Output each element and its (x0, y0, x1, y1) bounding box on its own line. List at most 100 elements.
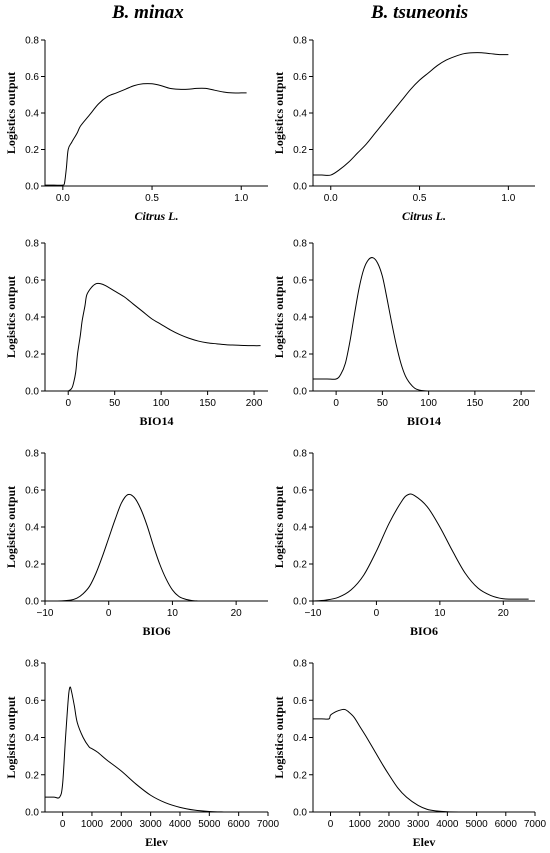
y-tick-label: 0.2 (293, 770, 307, 781)
x-axis-label: Citrus L. (402, 209, 446, 223)
y-tick-label: 0.8 (293, 239, 307, 250)
x-tick-label: 7000 (257, 819, 280, 830)
x-tick-label: 50 (377, 398, 389, 409)
y-tick-label: 0.2 (293, 560, 307, 571)
response-curve (312, 493, 529, 602)
x-tick-label: 0 (106, 608, 112, 619)
y-tick-label: 0.4 (293, 313, 307, 324)
response-curve (45, 686, 225, 813)
x-tick-label: 5000 (465, 819, 488, 830)
x-tick-label: 20 (498, 608, 510, 619)
y-tick-label: 0.4 (293, 733, 307, 744)
y-tick-label: 0.4 (293, 109, 307, 120)
y-axis-label: Logistics output (4, 72, 18, 154)
y-tick-label: 0.6 (293, 72, 307, 83)
x-axis-label: Elev (413, 835, 436, 849)
y-tick-label: 0.8 (25, 659, 39, 670)
y-tick-label: 0.2 (25, 145, 39, 156)
x-tick-label: 3000 (140, 819, 163, 830)
response-curve (312, 708, 462, 813)
x-tick-label: 50 (109, 398, 121, 409)
x-tick-label: 0 (65, 398, 71, 409)
x-tick-label: 0 (60, 819, 66, 830)
y-tick-label: 0.0 (25, 808, 39, 819)
y-tick-label: 0.2 (25, 770, 39, 781)
y-tick-label: 0.6 (293, 276, 307, 287)
x-tick-label: −10 (305, 608, 322, 619)
x-tick-label: 5000 (198, 819, 221, 830)
y-axis-label: Logistics output (4, 696, 18, 778)
y-tick-label: 0.0 (293, 808, 307, 819)
x-tick-label: 1000 (81, 819, 104, 830)
x-tick-label: 6000 (495, 819, 518, 830)
y-tick-label: 0.8 (25, 239, 39, 250)
chart-panel-2: 0.0 0.2 0.4 0.6 0.8 0 50 100 150 200 Logistics out… (4, 239, 268, 428)
column-title-b-minax: B. minax (112, 2, 184, 23)
y-axis-label: Logistics output (272, 486, 286, 568)
x-tick-label: 20 (231, 608, 243, 619)
x-tick-label: 2000 (378, 819, 401, 830)
y-tick-label: 0.2 (293, 350, 307, 361)
x-tick-label: 3000 (407, 819, 430, 830)
chart-panel-4: 0.0 0.2 0.4 0.6 0.8 −10 0 10 20 Logistics output B… (4, 449, 268, 638)
chart-panel-7: 0.0 0.2 0.4 0.6 0.8 0 1000 2000 3000 4000 5000 6000… (272, 659, 547, 850)
response-curve (312, 52, 509, 176)
x-tick-label: 0.5 (145, 193, 159, 204)
x-axis-label: BIO14 (407, 414, 441, 428)
y-tick-label: 0.8 (293, 659, 307, 670)
x-tick-label: 10 (434, 608, 446, 619)
y-tick-label: 0.2 (25, 560, 39, 571)
x-tick-label: 1.0 (234, 193, 248, 204)
y-tick-label: 0.2 (25, 350, 39, 361)
x-axis-label: Citrus L. (134, 209, 178, 223)
x-tick-label: 6000 (228, 819, 251, 830)
x-tick-label: 1000 (349, 819, 372, 830)
y-tick-label: 0.4 (25, 313, 39, 324)
column-title-b-tsuneonis: B. tsuneonis (371, 2, 469, 23)
y-axis-label: Logistics output (272, 696, 286, 778)
y-tick-label: 0.8 (293, 36, 307, 47)
x-tick-label: 4000 (436, 819, 459, 830)
y-tick-label: 0.0 (293, 597, 307, 608)
response-curve (67, 282, 261, 392)
y-tick-label: 0.6 (293, 486, 307, 497)
y-tick-label: 0.0 (25, 182, 39, 193)
y-tick-label: 0.8 (25, 449, 39, 460)
y-tick-label: 0.2 (293, 145, 307, 156)
x-tick-label: 0.0 (324, 193, 338, 204)
chart-panel-1: 0.0 0.2 0.4 0.6 0.8 0.0 0.5 1.0 Logistics output… (272, 36, 535, 223)
x-axis-label: BIO6 (142, 624, 170, 638)
x-tick-label: 4000 (169, 819, 192, 830)
chart-panel-6: 0.0 0.2 0.4 0.6 0.8 0 1000 2000 3000 4000 5000 6000… (4, 659, 280, 850)
x-tick-label: 100 (420, 398, 437, 409)
y-axis-label: Logistics output (4, 486, 18, 568)
chart-panel-5: 0.0 0.2 0.4 0.6 0.8 −10 0 10 20 Logistics output B… (272, 449, 535, 638)
y-tick-label: 0.6 (25, 276, 39, 287)
x-tick-label: 150 (467, 398, 484, 409)
response-curve (44, 493, 198, 602)
y-tick-label: 0.6 (25, 486, 39, 497)
y-tick-label: 0.6 (293, 696, 307, 707)
x-tick-label: 2000 (110, 819, 133, 830)
y-tick-label: 0.8 (25, 36, 39, 47)
chart-panel-3: 0.0 0.2 0.4 0.6 0.8 0 50 100 150 200 Logistics out… (272, 239, 535, 428)
response-curve (45, 83, 247, 186)
y-tick-label: 0.0 (25, 387, 39, 398)
y-tick-label: 0.4 (25, 109, 39, 120)
x-tick-label: 0 (374, 608, 380, 619)
x-tick-label: 1.0 (501, 193, 515, 204)
x-tick-label: 0.5 (413, 193, 427, 204)
y-axis-label: Logistics output (4, 276, 18, 358)
x-tick-label: 200 (513, 398, 530, 409)
y-tick-label: 0.0 (293, 182, 307, 193)
x-tick-label: −10 (37, 608, 54, 619)
y-tick-label: 0.6 (25, 72, 39, 83)
response-curve (313, 257, 429, 392)
x-tick-label: 0.0 (56, 193, 70, 204)
y-tick-label: 0.0 (25, 597, 39, 608)
y-axis-label: Logistics output (272, 72, 286, 154)
y-tick-label: 0.6 (25, 696, 39, 707)
y-tick-label: 0.4 (25, 733, 39, 744)
x-tick-label: 150 (199, 398, 216, 409)
